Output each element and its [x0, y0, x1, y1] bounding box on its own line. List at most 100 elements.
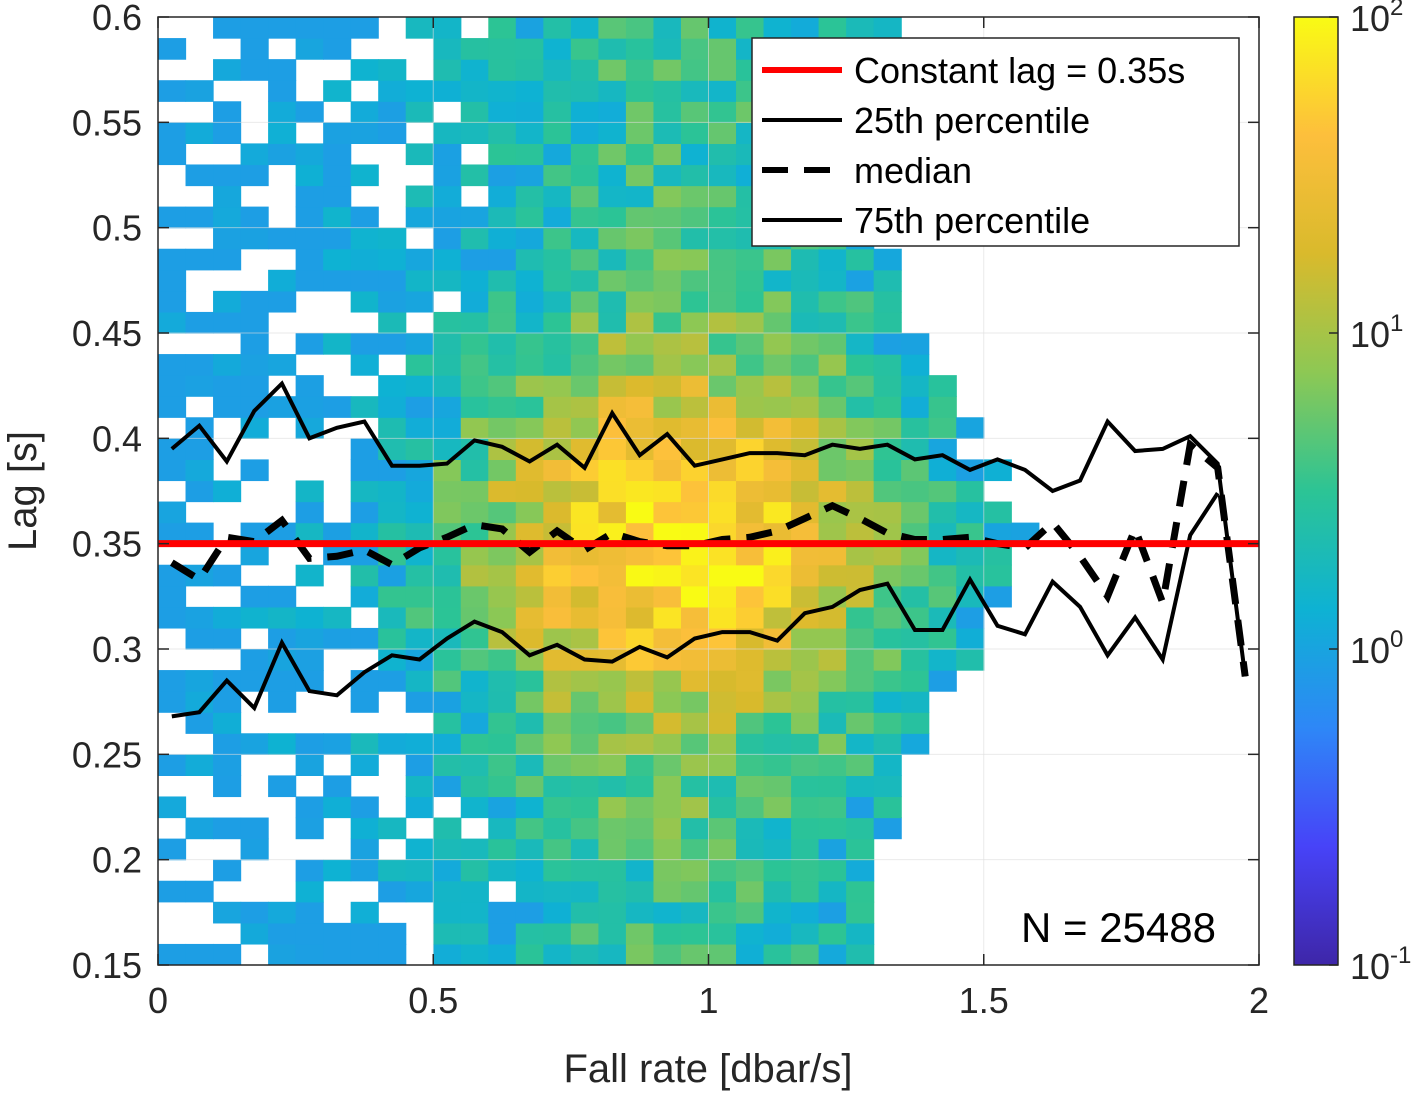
- heatmap-cell: [570, 375, 599, 397]
- heatmap-cell: [791, 564, 820, 587]
- heatmap-cell: [460, 859, 489, 882]
- heatmap-cell: [515, 333, 544, 355]
- heatmap-cell: [460, 375, 489, 397]
- heatmap-cell: [791, 775, 820, 798]
- heatmap-cell: [405, 143, 434, 166]
- heatmap-cell: [680, 522, 710, 545]
- heatmap-cell: [901, 480, 930, 503]
- heatmap-cell: [543, 901, 572, 924]
- heatmap-cell: [405, 438, 434, 460]
- heatmap-cell: [846, 670, 875, 692]
- heatmap-cell: [653, 901, 682, 924]
- heatmap-cell: [708, 901, 737, 924]
- legend-label-median: median: [854, 150, 972, 191]
- heatmap-cell: [708, 859, 737, 882]
- heatmap-cell: [350, 522, 379, 545]
- heatmap-cell: [158, 311, 187, 334]
- heatmap-cell: [570, 333, 599, 355]
- heatmap-cell: [515, 901, 544, 924]
- heatmap-cell: [653, 733, 682, 755]
- heatmap-cell: [570, 712, 599, 734]
- heatmap-cell: [543, 396, 572, 418]
- heatmap-cell: [901, 417, 930, 439]
- heatmap-cell: [570, 417, 599, 439]
- heatmap-cell: [873, 712, 902, 734]
- heatmap-cell: [653, 754, 682, 776]
- heatmap-cell: [433, 712, 462, 734]
- heatmap-cell: [680, 733, 710, 755]
- heatmap-cell: [763, 417, 792, 439]
- heatmap-cell: [901, 585, 930, 608]
- heatmap-cell: [680, 248, 710, 271]
- heatmap-cell: [460, 164, 489, 187]
- heatmap-cell: [625, 543, 655, 566]
- heatmap-cell: [268, 670, 297, 692]
- heatmap-cell: [515, 59, 544, 81]
- heatmap-cell: [653, 269, 682, 292]
- heatmap-cell: [708, 38, 737, 60]
- heatmap-cell: [680, 880, 710, 903]
- heatmap-cell: [736, 649, 765, 671]
- heatmap-cell: [736, 922, 765, 945]
- heatmap-cell: [433, 354, 462, 376]
- heatmap-cell: [598, 754, 627, 776]
- heatmap-cell: [543, 880, 572, 903]
- heatmap-cell: [763, 522, 792, 545]
- heatmap-cell: [708, 269, 737, 292]
- heatmap-cell: [405, 185, 434, 208]
- heatmap-cell: [323, 796, 352, 819]
- heatmap-cell: [460, 838, 489, 861]
- heatmap-cell: [873, 691, 902, 713]
- heatmap-cell: [570, 901, 599, 924]
- heatmap-cell: [488, 101, 517, 123]
- heatmap-cell: [488, 248, 517, 271]
- heatmap-cell: [433, 59, 462, 81]
- heatmap-cell: [708, 796, 737, 819]
- heatmap-cell: [185, 670, 214, 692]
- heatmap-cell: [625, 649, 655, 671]
- heatmap-cell: [488, 585, 517, 608]
- heatmap-cell: [350, 564, 379, 587]
- heatmap-cell: [213, 206, 242, 229]
- heatmap-cell: [433, 754, 462, 776]
- heatmap-cell: [598, 564, 627, 587]
- heatmap-cell: [625, 143, 655, 166]
- heatmap-cell: [598, 311, 627, 334]
- heatmap-cell: [653, 585, 682, 608]
- heatmap-cell: [158, 796, 187, 819]
- heatmap-cell: [488, 691, 517, 713]
- heatmap-cell: [433, 670, 462, 692]
- heatmap-cell: [515, 859, 544, 882]
- heatmap-cell: [570, 691, 599, 713]
- heatmap-cell: [818, 733, 847, 755]
- heatmap-cell: [680, 922, 710, 945]
- heatmap-cell: [653, 143, 682, 166]
- heatmap-cell: [791, 522, 820, 545]
- heatmap-cell: [515, 754, 544, 776]
- heatmap-cell: [653, 59, 682, 81]
- heatmap-cell: [763, 438, 792, 460]
- heatmap-cell: [736, 796, 765, 819]
- heatmap-cell: [268, 627, 297, 650]
- heatmap-cell: [763, 943, 792, 965]
- heatmap-cell: [158, 80, 187, 102]
- heatmap-cell: [268, 691, 297, 713]
- heatmap-cell: [488, 269, 517, 292]
- heatmap-cell: [378, 122, 407, 144]
- heatmap-cell: [791, 817, 820, 840]
- heatmap-cell: [598, 143, 627, 166]
- heatmap-cell: [213, 859, 242, 882]
- heatmap-cell: [680, 227, 710, 250]
- heatmap-cell: [295, 796, 324, 819]
- heatmap-cell: [708, 17, 737, 39]
- heatmap-cell: [515, 838, 544, 861]
- heatmap-cell: [873, 754, 902, 776]
- heatmap-cell: [708, 564, 737, 587]
- heatmap-cell: [736, 838, 765, 861]
- heatmap-cell: [295, 227, 324, 250]
- heatmap-cell: [846, 754, 875, 776]
- heatmap-cell: [570, 38, 599, 60]
- heatmap-cell: [653, 627, 682, 650]
- heatmap-cell: [433, 375, 462, 397]
- heatmap-cell: [570, 501, 599, 524]
